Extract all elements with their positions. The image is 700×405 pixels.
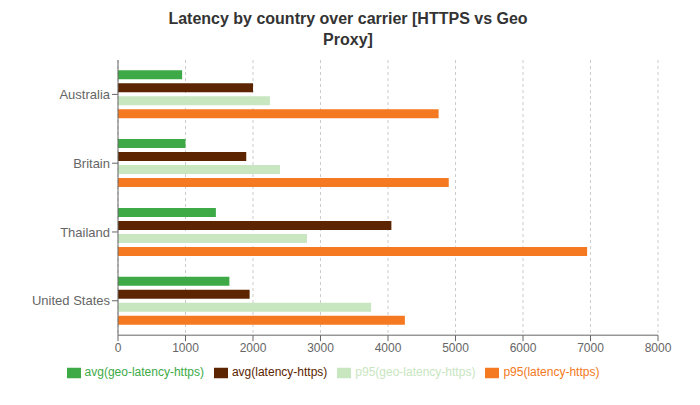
svg-text:7000: 7000 xyxy=(577,341,604,355)
svg-text:1000: 1000 xyxy=(172,341,199,355)
html-text:Proxy]: Proxy] xyxy=(323,31,373,48)
svg-text:Australia: Australia xyxy=(59,87,110,102)
svg-text:United States: United States xyxy=(32,293,111,308)
html-text:avg(geo-latency-https): avg(geo-latency-https) xyxy=(84,365,204,380)
html-text:p95(geo-latency-https): p95(geo-latency-https) xyxy=(355,365,476,380)
html-text:avg(latency-https): avg(latency-https) xyxy=(231,365,328,380)
svg-text:4000: 4000 xyxy=(375,341,402,355)
svg-text:5000: 5000 xyxy=(442,341,469,355)
svg-text:2000: 2000 xyxy=(240,341,267,355)
html-text:Latency by country over carrie: Latency by country over carrier [HTTPS v… xyxy=(168,10,528,27)
html-text:p95(latency-https): p95(latency-https) xyxy=(503,365,600,380)
svg-text:3000: 3000 xyxy=(307,341,334,355)
svg-text:Thailand: Thailand xyxy=(60,225,110,240)
svg-text:0: 0 xyxy=(115,341,122,355)
svg-text:6000: 6000 xyxy=(510,341,537,355)
svg-text:8000: 8000 xyxy=(645,341,672,355)
svg-text:Britain: Britain xyxy=(73,156,110,171)
